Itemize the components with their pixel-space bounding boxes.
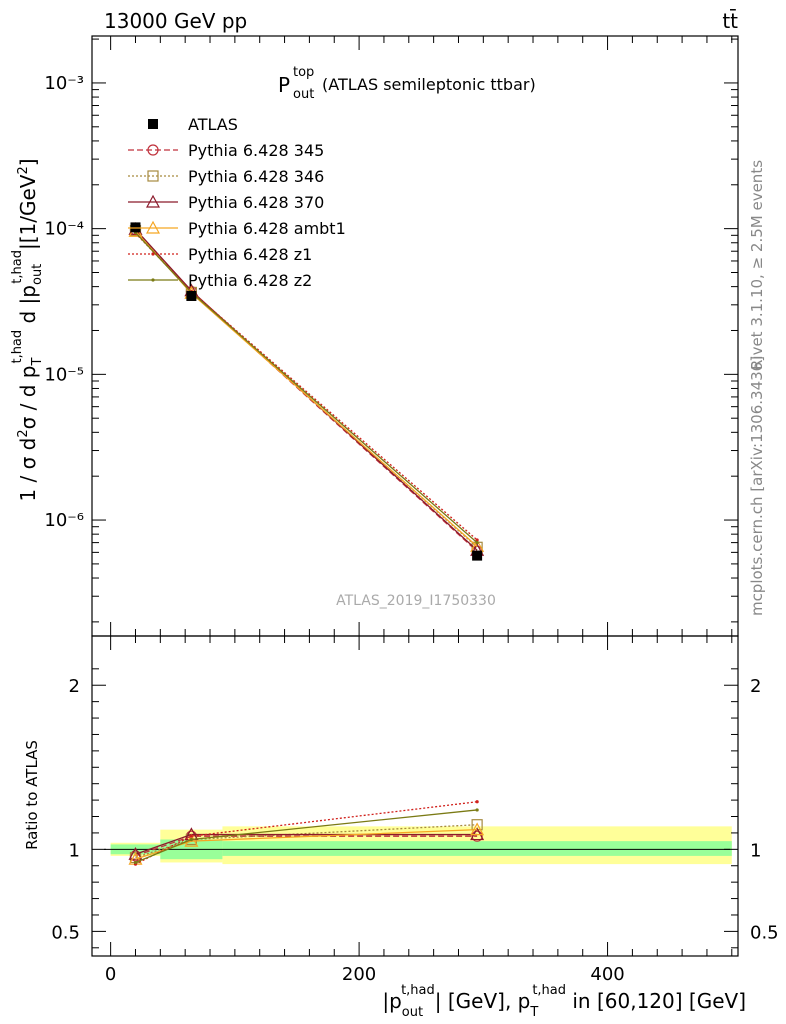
series-point-ratio <box>475 808 479 812</box>
legend-item: Pythia 6.428 z1 <box>128 245 312 264</box>
series-point-ratio <box>128 847 143 860</box>
legend-marker <box>151 278 155 282</box>
series-pythia-6-428-370 <box>128 222 485 860</box>
y-tick-label: 10⁻⁵ <box>44 364 84 385</box>
title-main: P <box>278 73 290 97</box>
rivet-version-label: Rivet 3.1.10, ≥ 2.5M events <box>748 160 766 370</box>
legend-marker <box>145 194 161 208</box>
legend: ATLAS Pythia 6.428 345 Pythia 6.428 346 Pyt… <box>128 115 346 290</box>
stat-uncertainty-band <box>222 841 732 856</box>
series-layer <box>128 222 485 866</box>
legend-label: ATLAS <box>188 115 238 134</box>
ratio-tick-label-right: 2 <box>750 676 761 697</box>
legend-item: Pythia 6.428 ambt1 <box>128 219 346 238</box>
legend-item: Pythia 6.428 345 <box>128 141 324 160</box>
analysis-id-label: ATLAS_2019_I1750330 <box>336 593 496 609</box>
data-point <box>472 550 483 561</box>
series-line-ratio <box>135 828 478 860</box>
legend-label: Pythia 6.428 345 <box>188 141 324 160</box>
series-point-main <box>475 538 479 542</box>
beam-label: 13000 GeV pp <box>104 9 247 33</box>
y-tick-label: 10⁻⁴ <box>44 219 84 240</box>
legend-label: Pythia 6.428 346 <box>188 167 324 186</box>
legend-marker <box>151 252 155 256</box>
legend-item: Pythia 6.428 z2 <box>128 271 312 290</box>
ratio-tick-label-right: 1 <box>750 840 761 861</box>
legend-label: Pythia 6.428 370 <box>188 193 324 212</box>
x-axis-label: |poutt,had| [GeV], pTt,had in [60,120] [… <box>382 983 746 1020</box>
axes-layer: 10⁻³ 10⁻⁴ 10⁻⁵ 10⁻⁶ 2 2 1 1 0.5 0.5 0 200 400 <box>44 35 779 985</box>
series-pythia-6-428-345 <box>129 224 483 862</box>
ratio-tick-label: 2 <box>69 676 80 697</box>
mcplots-label: mcplots.cern.ch [arXiv:1306.3436] <box>748 356 766 616</box>
y-tick-label: 10⁻³ <box>44 73 84 94</box>
series-point-ratio <box>470 822 485 836</box>
series-point-ratio <box>475 800 479 804</box>
series-pythia-6-428-z2 <box>133 230 479 865</box>
series-pythia-6-428-ambt1 <box>128 223 485 865</box>
legend-marker <box>147 170 159 182</box>
data-point <box>186 290 197 301</box>
legend-label: Pythia 6.428 ambt1 <box>188 219 346 238</box>
legend-item: Pythia 6.428 370 <box>128 193 324 212</box>
y-tick-label: 10⁻⁶ <box>44 510 84 531</box>
svg-text:|poutt,had| [GeV], pTt,had in: |poutt,had| [GeV], pTt,had in [60,120] [… <box>382 983 746 1020</box>
series-pythia-6-428-346 <box>129 224 483 864</box>
legend-marker <box>145 220 161 234</box>
legend-item: Pythia 6.428 346 <box>128 167 324 186</box>
series-line-ratio <box>135 824 478 859</box>
title-rest: (ATLAS semileptonic ttbar) <box>322 75 536 94</box>
ratio-tick-label: 1 <box>69 840 80 861</box>
ratio-tick-label: 0.5 <box>51 922 80 943</box>
series-point-ratio <box>189 834 193 838</box>
svg-text:1 / σ d2σ / d pTt,had d |poutt: 1 / σ d2σ / d pTt,had d |poutt,had|[1/Ge… <box>10 158 45 501</box>
series-point-ratio <box>471 830 483 842</box>
x-tick-label: 200 <box>342 964 376 985</box>
ratio-tick-label-right: 0.5 <box>750 922 779 943</box>
ratio-y-axis-label: Ratio to ATLAS <box>23 740 41 850</box>
x-tick-label: 400 <box>590 964 624 985</box>
main-y-axis-label: 1 / σ d2σ / d pTt,had d |poutt,had|[1/Ge… <box>10 158 45 501</box>
legend-marker <box>147 144 159 156</box>
series-pythia-6-428-z1 <box>133 231 479 866</box>
x-tick-label: 0 <box>105 964 116 985</box>
ratio-frame <box>91 635 739 957</box>
legend-label: Pythia 6.428 z1 <box>188 245 312 264</box>
legend-item: ATLAS <box>148 115 238 134</box>
title-sub: out <box>293 87 314 102</box>
series-point-ratio <box>189 837 193 842</box>
series-point-ratio <box>133 860 138 865</box>
title-sup: top <box>293 65 314 80</box>
legend-marker <box>148 119 158 129</box>
process-label: tt̄ <box>722 8 738 33</box>
legend-label: Pythia 6.428 z2 <box>188 271 312 290</box>
series-point-main <box>475 541 479 545</box>
plot-title: P top out (ATLAS semileptonic ttbar) <box>278 65 536 102</box>
